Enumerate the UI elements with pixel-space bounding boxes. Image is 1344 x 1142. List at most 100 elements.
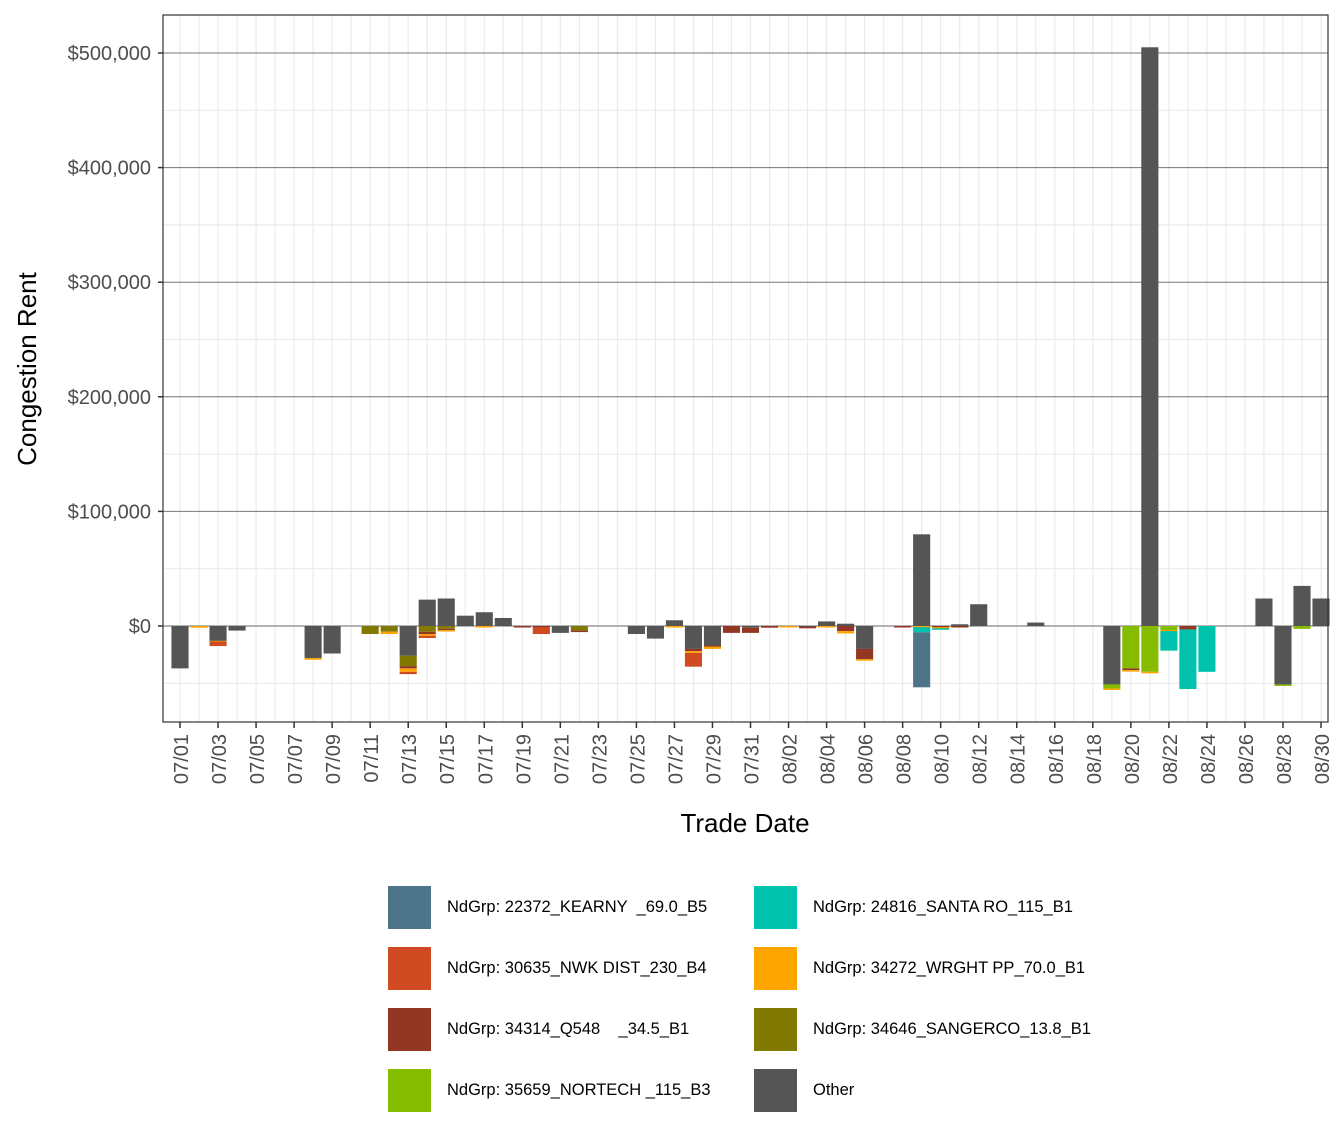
bar-segment [1103, 626, 1121, 685]
bar-segment [913, 632, 931, 688]
bar-segment [475, 612, 493, 626]
bar-segment [951, 626, 969, 628]
bar-segment [190, 626, 208, 628]
bar-segment [703, 646, 722, 649]
legend-color-swatch [754, 886, 797, 929]
bar-segment [837, 626, 855, 632]
legend-color-swatch [754, 1008, 797, 1051]
bar-segment [1122, 668, 1140, 671]
bar-segment [437, 626, 455, 629]
x-tick-label: 08/16 [1046, 734, 1068, 784]
bar-segment [1027, 622, 1045, 626]
legend-item: NdGrp: 34314_Q548 _34.5_B1 [388, 1008, 754, 1051]
bar-segment [570, 630, 588, 633]
bar-segment [741, 626, 760, 628]
bar-segment [799, 626, 817, 628]
bar-segment [1198, 626, 1216, 672]
x-tick-label: 08/14 [1008, 734, 1030, 784]
x-tick-label: 08/24 [1198, 734, 1220, 784]
bar-segment [323, 626, 341, 654]
bar-segment [513, 626, 531, 628]
x-tick-label: 07/03 [209, 734, 231, 784]
minor-gridlines [163, 15, 1328, 722]
x-tick-label: 08/22 [1160, 734, 1182, 784]
x-tick-label: 07/17 [475, 734, 497, 784]
bar-segment [856, 648, 874, 660]
bar-segment [818, 626, 836, 628]
x-tick-label: 08/06 [856, 734, 878, 784]
x-tick-label: 08/10 [932, 734, 954, 784]
bar-segment [532, 626, 550, 628]
bar-segment [475, 626, 493, 628]
bar-segment [951, 624, 969, 626]
legend: NdGrp: 22372_KEARNY _69.0_B5 NdGrp: 24816… [388, 886, 1148, 1112]
bar-segment [1141, 671, 1159, 674]
bar-segment [837, 623, 855, 626]
bar-segment [209, 626, 227, 641]
major-gridlines [163, 52, 1328, 627]
x-tick-label: 07/07 [285, 734, 307, 784]
bar-segment [551, 626, 569, 633]
bar-segment [1274, 684, 1292, 686]
x-tick-label: 07/15 [437, 734, 459, 784]
bar-segment [1274, 626, 1292, 685]
y-tick-label: $100,000 [68, 501, 151, 523]
bar-segment [418, 599, 436, 626]
x-tick-label: 08/26 [1236, 734, 1258, 784]
legend-item: NdGrp: 30635_NWK DIST_230_B4 [388, 947, 754, 990]
bar-segment [171, 626, 189, 669]
bar-segment [1179, 626, 1197, 630]
bar-segment [1141, 47, 1159, 626]
bar-segment [1255, 598, 1273, 626]
bar-segment [932, 627, 950, 629]
y-tick-label: $400,000 [68, 158, 151, 180]
bar-segment [1160, 631, 1178, 651]
bar-segment [304, 626, 322, 659]
bar-segment [437, 628, 455, 631]
bar-segment [779, 626, 798, 628]
bar-segment [684, 651, 703, 653]
bar-segment [437, 598, 455, 626]
bar-segment [665, 620, 683, 626]
bar-segment [741, 627, 760, 633]
bar-segment [1122, 626, 1140, 669]
plot-panel-border [162, 14, 1329, 723]
bar-segment [532, 627, 550, 635]
x-axis: 07/01 07/03 07/05 07/07 07/09 07/11 07/13 07/15… [171, 722, 1334, 784]
bar-segment [1141, 626, 1159, 672]
bar-segment [684, 652, 703, 667]
bar-segment [932, 628, 950, 630]
bar-segment [1293, 585, 1311, 626]
legend-item: NdGrp: 34646_SANGERCO_13.8_B1 [754, 1008, 1134, 1051]
bar-segment [913, 534, 931, 626]
bar-segment [494, 617, 512, 626]
legend-label: NdGrp: 24816_SANTA RO_115_B1 [813, 898, 1073, 916]
bar-segment [304, 658, 322, 660]
x-tick-label: 07/19 [513, 734, 535, 784]
bar-segment [818, 621, 836, 626]
x-axis-title: Trade Date [680, 808, 809, 838]
bar-segment [760, 626, 779, 628]
bar-segment [1122, 670, 1140, 672]
bar-segment [399, 655, 417, 667]
stacked-bars [171, 47, 1330, 690]
bar-segment [228, 626, 246, 631]
y-tick-label: $0 [129, 616, 151, 638]
bar-segment [1179, 629, 1197, 690]
bar-segment [684, 626, 703, 649]
x-tick-label: 07/31 [742, 734, 764, 784]
bar-segment [1160, 626, 1178, 631]
legend-item: NdGrp: 24816_SANTA RO_115_B1 [754, 886, 1134, 929]
legend-color-swatch [388, 1008, 431, 1051]
bar-segment [722, 626, 741, 633]
x-tick-label: 07/21 [551, 734, 573, 784]
x-tick-label: 08/30 [1312, 734, 1334, 784]
legend-label: NdGrp: 34314_Q548 _34.5_B1 [447, 1020, 690, 1038]
bar-segment [437, 630, 455, 632]
x-tick-label: 07/27 [665, 734, 687, 784]
bar-segment [856, 659, 874, 661]
bar-segment [570, 626, 588, 631]
bar-segment [894, 626, 912, 628]
bar-segment [1312, 598, 1330, 626]
bar-segment [209, 641, 227, 647]
